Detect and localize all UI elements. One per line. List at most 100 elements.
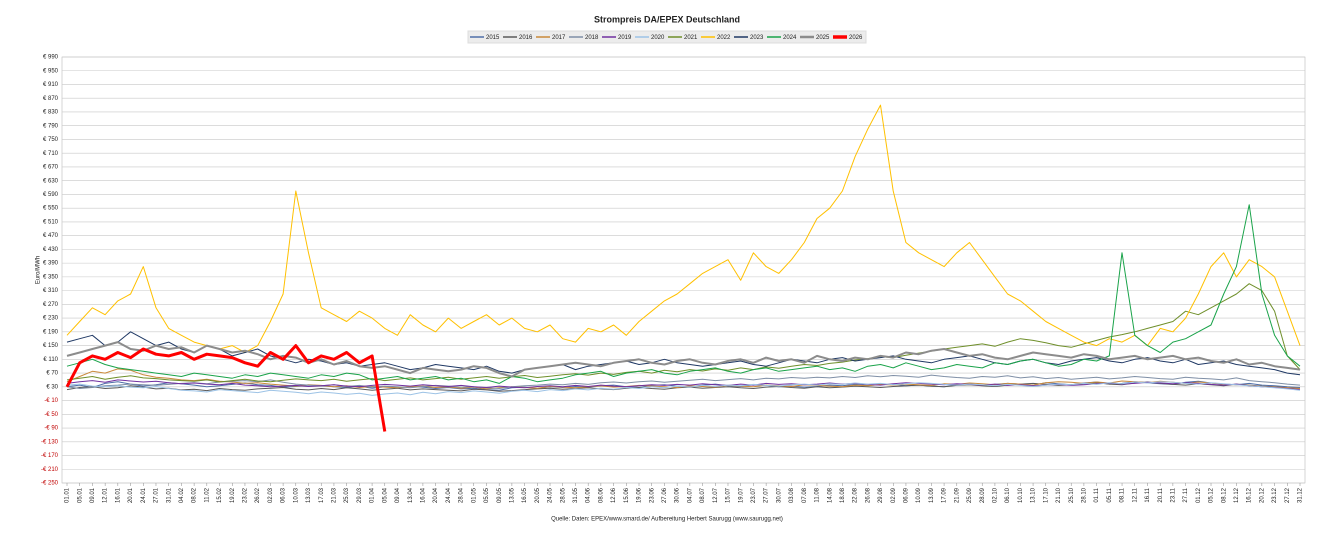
legend-label: 2015 <box>486 35 500 41</box>
y-tick-label: € 30 <box>46 384 58 390</box>
x-tick-label: 27.07 <box>764 487 770 503</box>
x-tick-label: 04.06 <box>586 487 592 503</box>
x-tick-label: 01.01 <box>65 487 71 503</box>
y-tick-label: -€ 10 <box>44 398 58 404</box>
x-tick-label: 12.12 <box>1234 487 1240 503</box>
x-tick-label: 23.07 <box>751 487 757 503</box>
y-tick-label: -€ 170 <box>41 453 59 459</box>
x-tick-label: 09.05 <box>497 487 503 503</box>
x-tick-label: 02.10 <box>993 487 999 503</box>
x-tick-label: 28.04 <box>459 487 465 503</box>
y-tick-label: € 990 <box>43 55 59 61</box>
x-tick-label: 21.10 <box>1056 487 1062 503</box>
legend-label: 2021 <box>684 35 698 41</box>
x-tick-label: 06.10 <box>1005 487 1011 503</box>
y-tick-label: € 670 <box>43 165 59 171</box>
x-tick-label: 12.11 <box>1132 487 1138 502</box>
legend-label: 2018 <box>585 35 599 41</box>
x-tick-label: 30.07 <box>776 487 782 503</box>
y-tick-label: € 470 <box>43 233 59 239</box>
y-tick-label: € 190 <box>43 329 59 335</box>
series-line <box>66 374 1301 389</box>
series-line <box>66 381 1301 392</box>
x-tick-label: 27.01 <box>154 487 160 503</box>
y-tick-label: € 350 <box>43 274 59 280</box>
x-tick-label: 27.11 <box>1183 487 1189 502</box>
x-tick-label: 24.04 <box>446 487 452 503</box>
x-tick-label: 05.04 <box>382 487 388 503</box>
series-line <box>66 341 1301 378</box>
x-tick-label: 26.02 <box>255 487 261 503</box>
x-tick-label: 12.06 <box>611 487 617 503</box>
y-tick-label: -€ 90 <box>44 426 58 432</box>
x-tick-label: 01.05 <box>471 487 477 503</box>
x-tick-label: 24.05 <box>548 487 554 503</box>
y-tick-label: -€ 210 <box>41 467 59 473</box>
x-tick-label: 30.06 <box>675 487 681 503</box>
y-tick-label: -€ 250 <box>41 481 59 487</box>
x-tick-label: 18.08 <box>840 487 846 503</box>
x-tick-label: 17.03 <box>319 487 325 503</box>
y-tick-label: € 230 <box>43 316 59 322</box>
y-tick-label: € 950 <box>43 68 59 74</box>
x-tick-label: 20.04 <box>433 487 439 503</box>
x-tick-label: 25.03 <box>344 487 350 503</box>
x-tick-label: 31.01 <box>166 487 172 503</box>
x-tick-label: 25.10 <box>1069 487 1075 503</box>
x-tick-label: 13.09 <box>929 487 935 503</box>
x-tick-label: 09.04 <box>395 487 401 503</box>
x-tick-label: 08.02 <box>192 487 198 503</box>
x-tick-label: 22.08 <box>853 487 859 503</box>
x-tick-label: 02.09 <box>891 487 897 503</box>
x-tick-label: 13.04 <box>408 487 414 503</box>
source-note: Quelle: Daten: EPEX/www.smard.de/ Aufber… <box>551 517 783 523</box>
y-tick-label: € 790 <box>43 123 59 129</box>
chart-title: Strompreis DA/EPEX Deutschland <box>594 14 740 24</box>
x-tick-label: 14.08 <box>827 487 833 503</box>
x-tick-label: 16.05 <box>522 487 528 503</box>
x-tick-label: 29.03 <box>357 487 363 503</box>
series-line <box>65 344 387 432</box>
y-tick-label: € 110 <box>43 357 58 363</box>
x-tick-label: 24.01 <box>141 487 147 503</box>
x-tick-label: 13.05 <box>509 487 515 503</box>
x-tick-label: 26.08 <box>865 487 871 503</box>
x-tick-label: 28.10 <box>1081 487 1087 503</box>
x-tick-label: 16.04 <box>420 487 426 503</box>
x-tick-label: 15.02 <box>217 487 223 503</box>
x-tick-label: 17.09 <box>942 487 948 503</box>
x-tick-label: 03.08 <box>789 487 795 503</box>
x-tick-label: 17.10 <box>1043 487 1049 503</box>
series-line <box>66 104 1301 353</box>
legend-label: 2016 <box>519 35 533 41</box>
x-tick-label: 08.06 <box>598 487 604 503</box>
x-tick-label: 01.11 <box>1094 487 1100 502</box>
x-tick-label: 23.02 <box>243 487 249 503</box>
x-tick-label: 23.12 <box>1272 487 1278 503</box>
x-tick-label: 10.09 <box>916 487 922 503</box>
x-tick-label: 20.12 <box>1259 487 1265 503</box>
y-tick-label: € 630 <box>43 178 59 184</box>
x-tick-label: 05.12 <box>1209 487 1215 503</box>
x-tick-label: 13.10 <box>1031 487 1037 503</box>
y-tick-label: -€ 130 <box>41 439 59 445</box>
x-tick-label: 27.06 <box>662 487 668 503</box>
x-tick-label: 19.02 <box>230 487 236 503</box>
legend-label: 2023 <box>750 35 764 41</box>
y-tick-label: € 590 <box>43 192 59 198</box>
x-tick-label: 31.12 <box>1298 487 1304 503</box>
legend-label: 2020 <box>651 35 665 41</box>
x-tick-label: 16.11 <box>1145 487 1151 502</box>
y-tick-label: -€ 50 <box>44 412 58 418</box>
x-tick-label: 05.11 <box>1107 487 1113 502</box>
x-tick-label: 05.05 <box>484 487 490 503</box>
x-tick-label: 31.05 <box>573 487 579 503</box>
y-tick-label: € 710 <box>43 151 59 157</box>
x-tick-label: 21.09 <box>954 487 960 503</box>
x-tick-label: 08.11 <box>1120 487 1126 502</box>
x-tick-label: 06.09 <box>904 487 910 503</box>
x-tick-label: 08.12 <box>1221 487 1227 503</box>
x-tick-label: 20.05 <box>535 487 541 503</box>
x-tick-label: 11.08 <box>815 487 821 502</box>
